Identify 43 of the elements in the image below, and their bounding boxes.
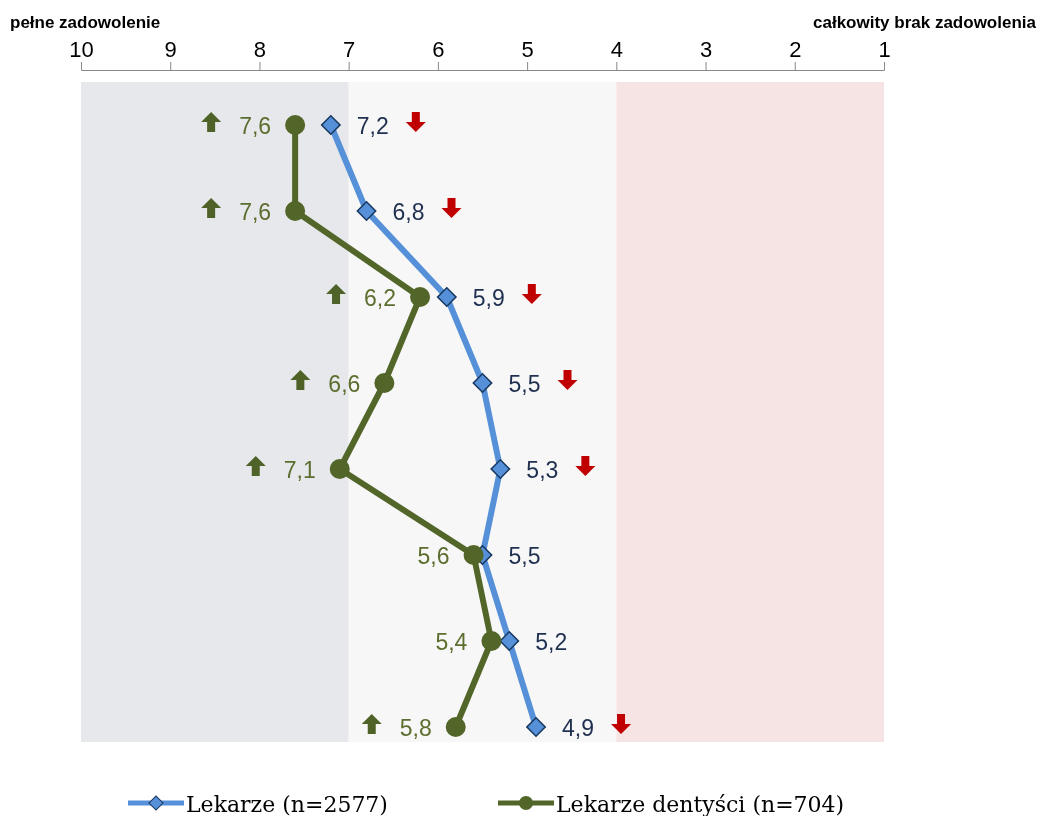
data-label: 5,6 [417, 543, 450, 569]
point [374, 373, 395, 393]
point [285, 115, 306, 135]
x-tick-label: 9 [164, 36, 177, 62]
data-label: 7,6 [239, 199, 272, 225]
x-tick-label: 1 [878, 36, 891, 62]
data-label: 5,5 [508, 543, 541, 569]
x-tick-label: 7 [343, 36, 356, 62]
point [410, 287, 431, 307]
point [436, 287, 457, 307]
data-label: 6,6 [328, 371, 361, 397]
x-tick-label: 3 [699, 36, 713, 62]
point [445, 717, 466, 737]
legend-label: Lekarze dentyści (n=704) [556, 792, 845, 816]
data-label: 7,1 [283, 457, 316, 483]
text: całkowity brak zadowolenia [813, 13, 1037, 32]
x-tick-label: 5 [521, 36, 534, 62]
point [472, 373, 493, 393]
data-label: 6,8 [392, 199, 425, 225]
data-label: 5,2 [535, 629, 568, 655]
point [499, 631, 520, 651]
x-tick-label: 8 [253, 36, 267, 62]
data-label: 6,2 [364, 285, 397, 311]
data-label: 7,2 [356, 113, 389, 139]
point [329, 459, 350, 479]
point [526, 717, 546, 737]
data-label: 7,6 [239, 113, 272, 139]
legend-label: Lekarze (n=2577) [186, 792, 388, 816]
data-label: 5,8 [399, 715, 432, 741]
text: pełne zadowolenie [10, 13, 161, 32]
x-tick-label: 2 [789, 36, 802, 62]
data-label: 5,3 [526, 457, 559, 483]
point [463, 545, 484, 565]
point [285, 201, 306, 221]
data-label: 5,5 [508, 371, 541, 397]
point [481, 631, 502, 651]
x-tick-label: 10 [69, 36, 94, 62]
data-label: 5,4 [435, 629, 468, 655]
data-label: 5,9 [472, 285, 505, 311]
data-label: 4,9 [562, 715, 595, 741]
x-tick-label: 4 [610, 36, 623, 62]
point [356, 201, 377, 221]
x-tick-label: 6 [432, 36, 445, 62]
